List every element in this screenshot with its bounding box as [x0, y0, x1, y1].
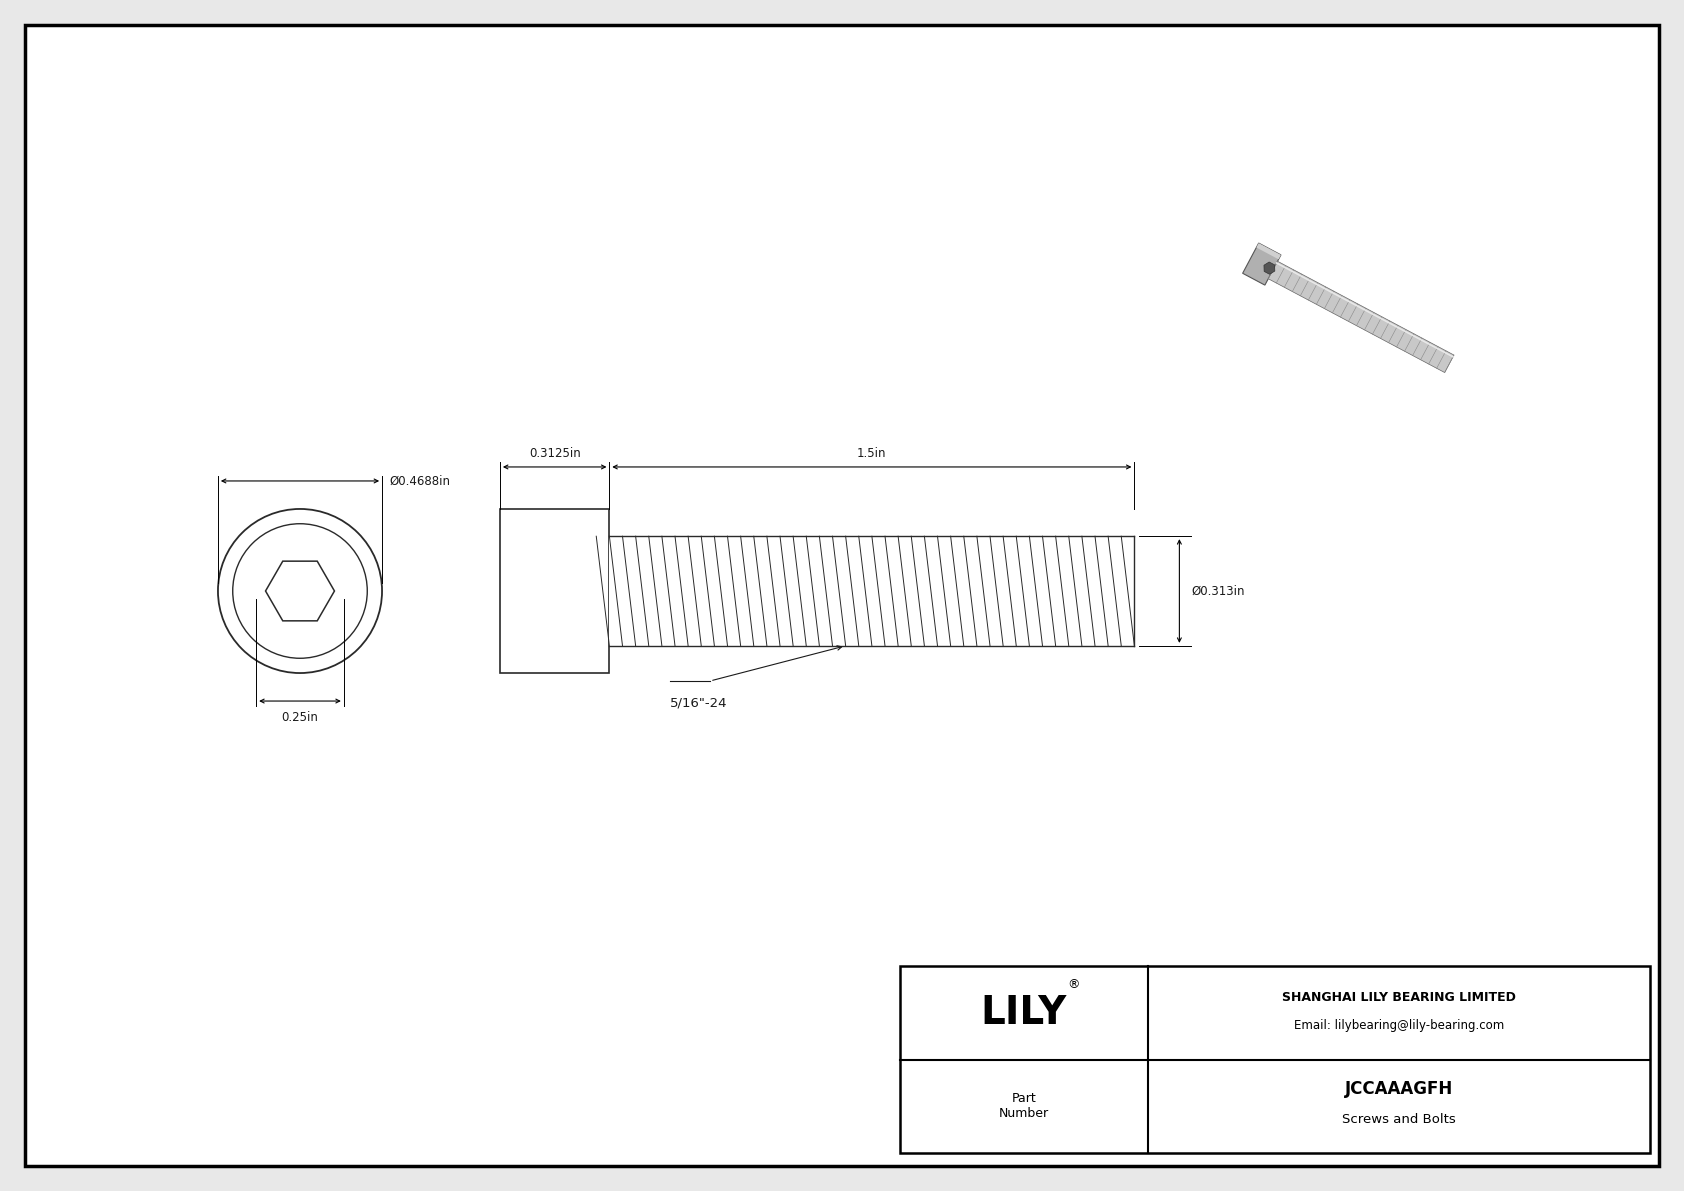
Text: 0.25in: 0.25in [281, 711, 318, 724]
Text: 0.3125in: 0.3125in [529, 447, 581, 460]
Text: JCCAAAGFH: JCCAAAGFH [1344, 1080, 1453, 1098]
Polygon shape [266, 561, 335, 621]
Text: Part
Number: Part Number [999, 1092, 1049, 1121]
Bar [500, 509, 610, 673]
Text: Screws and Bolts: Screws and Bolts [1342, 1112, 1455, 1125]
Circle shape [232, 524, 367, 659]
Polygon shape [1256, 243, 1282, 260]
Text: Ø0.313in: Ø0.313in [1191, 585, 1244, 598]
Text: ®: ® [1068, 978, 1079, 991]
Text: 1.5in: 1.5in [857, 447, 886, 460]
Circle shape [217, 509, 382, 673]
Polygon shape [1243, 243, 1282, 285]
Polygon shape [1268, 261, 1453, 373]
Text: SHANGHAI LILY BEARING LIMITED: SHANGHAI LILY BEARING LIMITED [1282, 991, 1516, 1004]
Text: Ø0.4688in: Ø0.4688in [389, 474, 450, 487]
Polygon shape [1265, 262, 1275, 274]
Text: 5/16"-24: 5/16"-24 [670, 696, 727, 709]
Text: Email: lilybearing@lily-bearing.com: Email: lilybearing@lily-bearing.com [1293, 1019, 1504, 1033]
Bar [610, 536, 1135, 646]
Text: LILY: LILY [980, 993, 1068, 1031]
Bar [899, 966, 1650, 1153]
